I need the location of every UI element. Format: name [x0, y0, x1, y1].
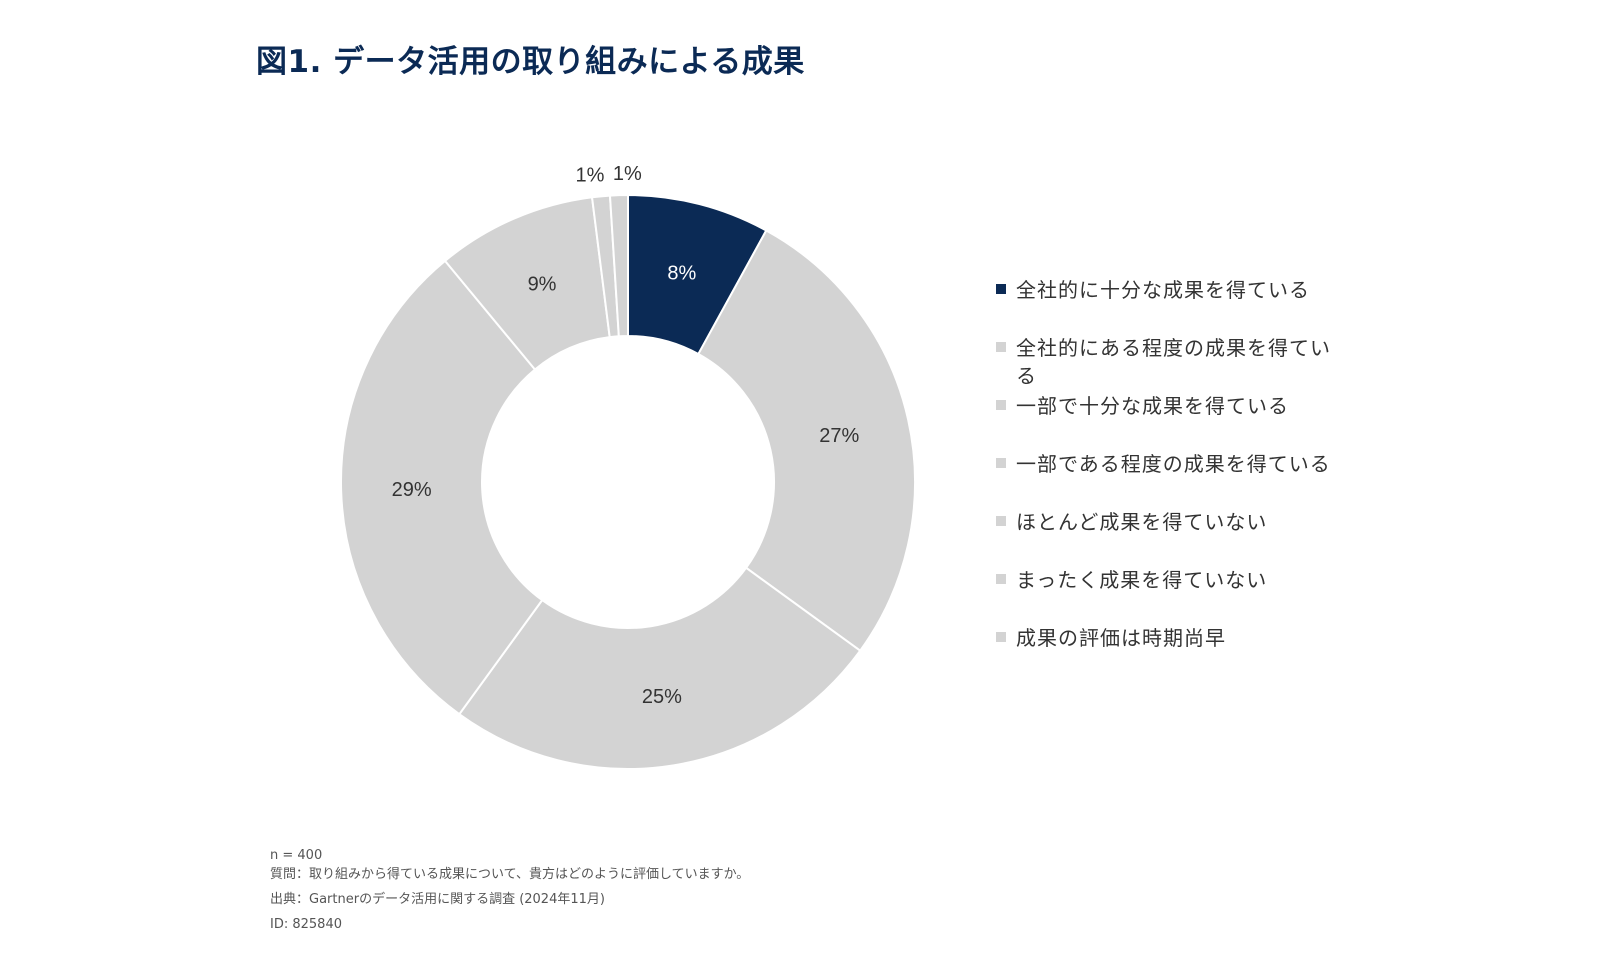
- legend-item-2: 全社的にある程度の成果を得ている: [996, 334, 1346, 390]
- donut-slice-2: [696, 229, 916, 653]
- legend-swatch: [996, 458, 1006, 468]
- id-note: ID: 825840: [270, 917, 342, 932]
- legend-swatch: [996, 632, 1006, 642]
- legend-swatch: [996, 284, 1006, 294]
- legend-label: 成果の評価は時期尚早: [1016, 626, 1226, 650]
- legend-item-5: ほとんど成果を得ていない: [996, 508, 1346, 536]
- chart-title: 図1. データ活用の取り組みによる成果: [256, 44, 805, 80]
- legend-item-1: 全社的に十分な成果を得ている: [996, 276, 1346, 304]
- slice-label-5: 9%: [528, 273, 557, 295]
- slice-label-7: 1%: [613, 163, 642, 185]
- footnotes: n = 400 質問：取り組みから得ている成果について、貴方はどのように評価して…: [270, 846, 749, 934]
- legend-label: 全社的に十分な成果を得ている: [1016, 278, 1310, 302]
- legend-label: まったく成果を得ていない: [1016, 568, 1268, 592]
- legend-label: ほとんど成果を得ていない: [1016, 510, 1268, 534]
- legend-item-7: 成果の評価は時期尚早: [996, 624, 1346, 652]
- sample-size-note: n = 400: [270, 848, 323, 863]
- donut-slice-4: [340, 259, 544, 716]
- donut-slice-3: [457, 566, 862, 770]
- legend-swatch: [996, 516, 1006, 526]
- donut-slice-7: [608, 193, 629, 338]
- legend-label: 一部である程度の成果を得ている: [1016, 452, 1331, 476]
- legend-item-4: 一部である程度の成果を得ている: [996, 450, 1346, 478]
- slice-label-1: 8%: [667, 262, 696, 284]
- legend-item-6: まったく成果を得ていない: [996, 566, 1346, 594]
- question-note: 質問：取り組みから得ている成果について、貴方はどのように評価していますか。: [270, 867, 750, 882]
- legend-label: 全社的にある程度の成果を得ている: [1016, 336, 1331, 388]
- legend-item-3: 一部で十分な成果を得ている: [996, 392, 1346, 420]
- legend-label: 一部で十分な成果を得ている: [1016, 394, 1289, 418]
- legend-swatch: [996, 342, 1006, 352]
- source-note: 出典：Gartnerのデータ活用に関する調査 (2024年11月): [270, 892, 605, 907]
- slice-label-2: 27%: [819, 425, 859, 447]
- slice-label-4: 29%: [392, 479, 432, 501]
- legend-swatch: [996, 574, 1006, 584]
- slice-label-6: 1%: [575, 164, 604, 186]
- legend-swatch: [996, 400, 1006, 410]
- slice-label-3: 25%: [642, 686, 682, 708]
